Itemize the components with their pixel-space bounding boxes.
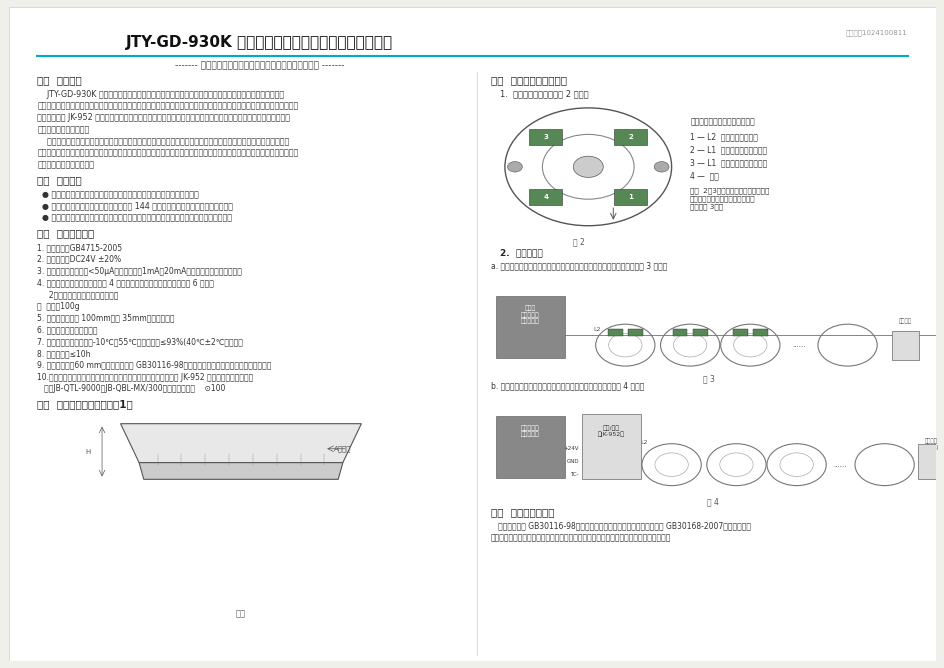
Text: JTY-GD-930K 型点型光电感烟火灾探测器（以下简称探测器）配通用控制开关量（电气型）气流探测器: JTY-GD-930K 型点型光电感烟火灾探测器（以下简称探测器）配通用控制开关… — [37, 90, 284, 99]
Text: 9. 保护等级：约60 mm，具体参考国标 GB30116-98（火灾自动报警系统设计规范）中相关规定: 9. 保护等级：约60 mm，具体参考国标 GB30116-98（火灾自动报警系… — [37, 361, 271, 370]
FancyBboxPatch shape — [692, 329, 707, 336]
FancyBboxPatch shape — [495, 296, 565, 358]
FancyBboxPatch shape — [891, 331, 918, 359]
FancyBboxPatch shape — [752, 329, 767, 336]
FancyBboxPatch shape — [614, 129, 647, 145]
FancyBboxPatch shape — [614, 189, 647, 204]
Text: 1.  探测器底座示意图如图 2 所示：: 1. 探测器底座示意图如图 2 所示： — [499, 90, 588, 99]
Text: ● 具有通道，恢复及当无电源断电恢复功能，自动修正测量参数，适应全天侯工作环境。: ● 具有通道，恢复及当无电源断电恢复功能，自动修正测量参数，适应全天侯工作环境。 — [37, 214, 232, 222]
Text: 5. 外形尺寸：直径 100mm，高 35mm（不含底座）: 5. 外形尺寸：直径 100mm，高 35mm（不含底座） — [37, 314, 175, 323]
Text: 图 2: 图 2 — [572, 238, 584, 246]
FancyBboxPatch shape — [495, 415, 565, 478]
Text: 1: 1 — [628, 194, 632, 200]
Text: 3. 工作电流：监视状态<50μA，报警状态：1mA～20mA（与干线网络电阻有共享）: 3. 工作电流：监视状态<50μA，报警状态：1mA～20mA（与干线网络电阻有… — [37, 267, 242, 276]
Text: 3 — L1  信号端（线上一级级）: 3 — L1 信号端（线上一级级） — [689, 158, 767, 167]
Text: 2次，报警状态亮示指示打亮展。: 2次，报警状态亮示指示打亮展。 — [37, 290, 119, 299]
Text: 版本号：1024100811: 版本号：1024100811 — [845, 29, 907, 36]
Text: 作状态就小级别）发送。: 作状态就小级别）发送。 — [37, 125, 90, 134]
Text: 图 3: 图 3 — [702, 375, 714, 383]
Text: ......: ...... — [833, 462, 846, 468]
Circle shape — [653, 162, 668, 172]
Text: JTY-GD-930K 型点型光电感烟火灾探测器使用说明书: JTY-GD-930K 型点型光电感烟火灾探测器使用说明书 — [126, 35, 393, 50]
Text: ------- 安装、使用产品前，请详细阅读本产品使用说明书 -------: ------- 安装、使用产品前，请详细阅读本产品使用说明书 ------- — [175, 61, 344, 70]
Text: 3: 3 — [543, 134, 548, 140]
Text: ......: ...... — [791, 342, 804, 348]
Text: 探测器要按照 GB30116-98（火灾自动报警系统设计规范）和国家标准 GB30168-2007（火灾自动报: 探测器要按照 GB30116-98（火灾自动报警系统设计规范）和国家标准 GB3… — [491, 522, 750, 530]
Text: 4. 工作指示：监视状态亮示弹号 4 秒闪一次；传感无干扰时点亮弹号是 6 秒闪闪: 4. 工作指示：监视状态亮示弹号 4 秒闪一次；传感无干扰时点亮弹号是 6 秒闪… — [37, 279, 214, 287]
Text: 端子定义（无极性底座控制）：: 端子定义（无极性底座控制）： — [689, 118, 754, 127]
Text: 2.  接线方式：: 2. 接线方式： — [499, 248, 543, 258]
Text: 2. 工作电压：DC24V ±20%: 2. 工作电压：DC24V ±20% — [37, 255, 121, 264]
FancyBboxPatch shape — [628, 329, 642, 336]
Polygon shape — [121, 424, 361, 463]
Text: GND: GND — [565, 459, 579, 464]
Text: 五、  产品使用与工程应用: 五、 产品使用与工程应用 — [491, 75, 566, 86]
Text: 1. 执行标准：GB4715-2005: 1. 执行标准：GB4715-2005 — [37, 243, 122, 252]
Text: 终端电阻: 终端电阻 — [898, 319, 911, 324]
Text: 1 — L2  信号端（公共端）: 1 — L2 信号端（公共端） — [689, 132, 757, 141]
Text: 开关量
（电池型）
火灾控制器: 开关量 （电池型） 火灾控制器 — [520, 306, 539, 325]
Text: 一、  产品概述: 一、 产品概述 — [37, 75, 82, 86]
Text: 自恢电阻
(4.7K): 自恢电阻 (4.7K) — [921, 438, 938, 450]
Circle shape — [507, 162, 522, 172]
Circle shape — [573, 156, 602, 178]
FancyBboxPatch shape — [582, 414, 640, 479]
FancyBboxPatch shape — [529, 189, 562, 204]
Text: 4: 4 — [543, 194, 548, 200]
Text: 2 — L1  信号端（线下一级级）: 2 — L1 信号端（线下一级级） — [689, 145, 767, 154]
Text: 8. 安装要求：≤10h: 8. 安装要求：≤10h — [37, 349, 91, 358]
Text: 2: 2 — [628, 134, 632, 140]
Text: （如JB-QTL-9000或JB-QBL-MX/300）等配套使用。    ⊙100: （如JB-QTL-9000或JB-QBL-MX/300）等配套使用。 ⊙100 — [37, 384, 226, 393]
Text: 警系统施工及验收规范）中的相关规定，以适当中预测器安装地点安装，安装出应结路。: 警系统施工及验收规范）中的相关规定，以适当中预测器安装地点安装，安装出应结路。 — [491, 534, 670, 542]
Text: a. 探测器接入传统开关量（电气型）火灾报警制控器报警显示单元；如图 3 所示：: a. 探测器接入传统开关量（电气型）火灾报警制控器报警显示单元；如图 3 所示： — [491, 262, 666, 271]
Text: 10.配套主机：传统开关量（电气型）报警制控器，智能化模块接入 JK-952 与智能出路控制型制器: 10.配套主机：传统开关量（电气型）报警制控器，智能化模块接入 JK-952 与… — [37, 373, 253, 381]
FancyBboxPatch shape — [607, 329, 622, 336]
FancyBboxPatch shape — [672, 329, 686, 336]
Text: ● 单片机实时对开关处理数据，并能保存 144 条历史数据，自动消除最旧记录情况。: ● 单片机实时对开关处理数据，并能保存 144 条历史数据，自动消除最旧记录情况… — [37, 202, 233, 211]
Text: 三、  产品技术参数: 三、 产品技术参数 — [37, 228, 94, 238]
Text: 图一: 图一 — [236, 610, 245, 619]
Text: 房、通讯机房、书库和档案馆等工业与民用建筑，但不适用于有大量粉尘、水蒸汽雾等场所，可能产生蒸汽和油雾的场所及正: 房、通讯机房、书库和档案馆等工业与民用建筑，但不适用于有大量粉尘、水蒸汽雾等场所… — [37, 149, 298, 158]
Text: +24V: +24V — [563, 446, 579, 451]
Polygon shape — [139, 463, 343, 480]
Text: 输入/模块
（JK-952）: 输入/模块 （JK-952） — [598, 426, 624, 438]
Text: ，探测器内置处理器，采用无极性通信协议，可以与配普通牵引传统开关量（电气型）消防报警系统和地址报警系统中，也可: ，探测器内置处理器，采用无极性通信协议，可以与配普通牵引传统开关量（电气型）消防… — [37, 102, 298, 111]
Text: 常情况下有烟雾等的场所。: 常情况下有烟雾等的场所。 — [37, 160, 94, 170]
Text: A指示灯: A指示灯 — [333, 446, 351, 452]
Text: 4 —  空缺: 4 — 空缺 — [689, 172, 718, 180]
FancyBboxPatch shape — [917, 444, 944, 479]
Text: 6. 接线方式：无极性二线制: 6. 接线方式：无极性二线制 — [37, 325, 97, 335]
Text: 探测器适用于火灾及其时有大量烟雾产生，且正常情况下无烟雾的场所，如：餐厅、旅馆、数学楼、办公楼、计算机: 探测器适用于火灾及其时有大量烟雾产生，且正常情况下无烟雾的场所，如：餐厅、旅馆、… — [37, 137, 289, 146]
Text: b. 探测器接入智能八总线以总线型制控器报警显示单元；如图 4 所示：: b. 探测器接入智能八总线以总线型制控器报警显示单元；如图 4 所示： — [491, 381, 644, 390]
Text: 二、  产品特点: 二、 产品特点 — [37, 176, 82, 186]
Text: 7. 使用环境：室内，温度-10℃～55℃，相对湿度≤93%(40℃±2℃无结露）: 7. 使用环境：室内，温度-10℃～55℃，相对湿度≤93%(40℃±2℃无结露… — [37, 337, 243, 346]
Text: 通过接入模块 JK-952 接入智能火灾报警控制管系统中，探测器实时采集测量元器数据，并将探测器报警（探测器工: 通过接入模块 JK-952 接入智能火灾报警控制管系统中，探测器实时采集测量元器… — [37, 114, 290, 122]
Text: L2: L2 — [639, 440, 647, 445]
FancyBboxPatch shape — [529, 129, 562, 145]
Text: 六、  产品安装与调试: 六、 产品安装与调试 — [491, 507, 554, 517]
Text: 注：  2，3条通过探测器内部短接，与
控制器配合可检测探测器是否在线
（参见图 3）。: 注： 2，3条通过探测器内部短接，与 控制器配合可检测探测器是否在线 （参见图 … — [689, 188, 768, 210]
FancyBboxPatch shape — [9, 7, 935, 661]
Text: H: H — [86, 448, 91, 454]
Text: TC-: TC- — [570, 472, 579, 477]
Text: ● 采用上、下分离结构设计，方便安装区分、安装、调试、维护更方便。: ● 采用上、下分离结构设计，方便安装区分、安装、调试、维护更方便。 — [37, 190, 199, 199]
Text: L2: L2 — [593, 327, 600, 332]
Text: 重  量：约100g: 重 量：约100g — [37, 302, 80, 311]
FancyBboxPatch shape — [732, 329, 747, 336]
Text: 四、  产品外观及尺寸（见图1）: 四、 产品外观及尺寸（见图1） — [37, 399, 133, 409]
Text: 图 4: 图 4 — [707, 498, 718, 506]
Text: 智能二总线
火灾控制器: 智能二总线 火灾控制器 — [520, 426, 539, 438]
